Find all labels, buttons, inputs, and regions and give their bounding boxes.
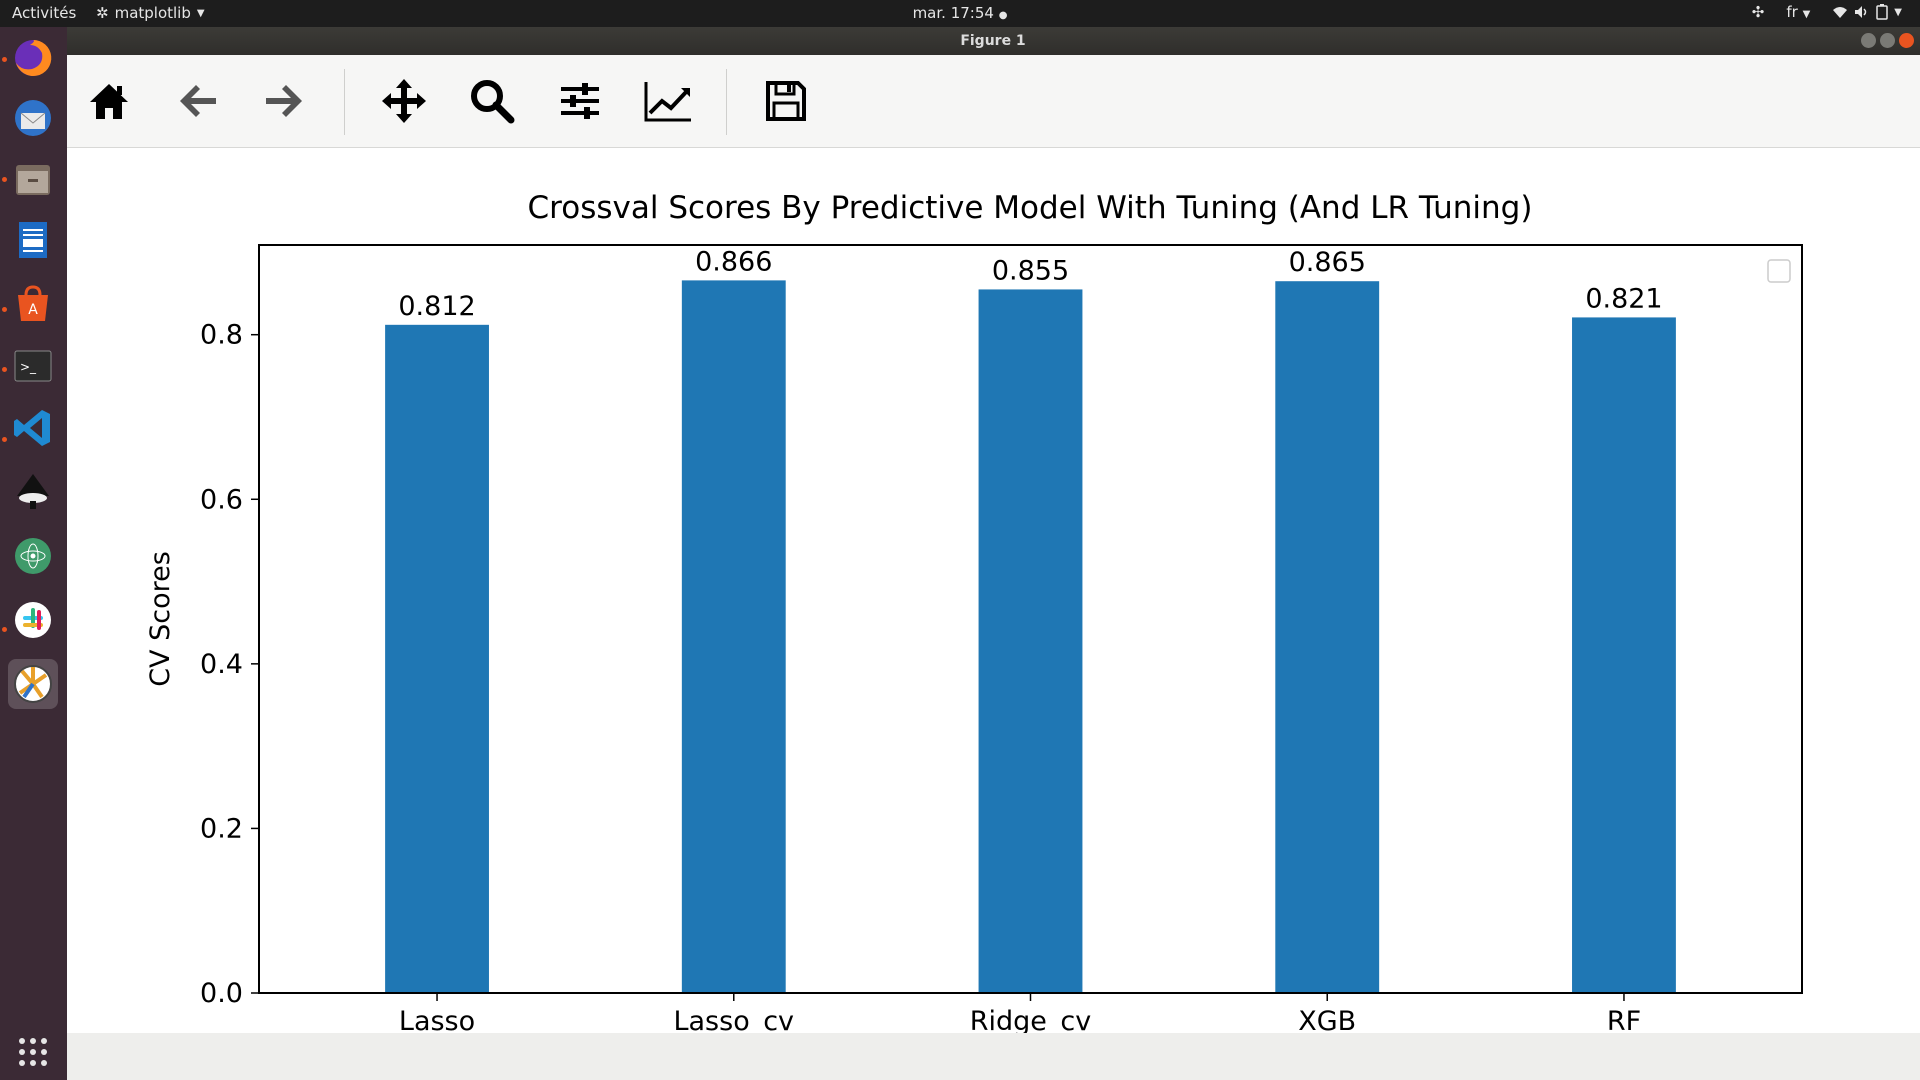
y-tick-label: 0.4 — [200, 649, 243, 680]
y-tick-label: 0.8 — [200, 320, 243, 351]
x-tick-label: Lasso — [399, 1006, 475, 1033]
window-titlebar[interactable]: Figure 1 — [67, 27, 1920, 55]
x-tick-label: Lasso_cv — [673, 1006, 794, 1033]
battery-icon — [1876, 4, 1889, 20]
legend-box — [1767, 259, 1791, 283]
matplotlib-figure-icon[interactable] — [8, 659, 58, 709]
edit-axis-curve-icon — [644, 82, 691, 122]
x-tick-label: Ridge_cv — [970, 1006, 1091, 1033]
figure-window: Figure 1 — [67, 27, 1920, 1080]
thunderbird-icon[interactable] — [8, 93, 58, 143]
bar-value-label: 0.866 — [695, 246, 772, 277]
clock[interactable]: mar. 17:54 ● — [913, 4, 1008, 22]
language-label: fr — [1786, 3, 1798, 21]
svg-text:A: A — [28, 302, 38, 318]
axes-frame — [258, 244, 1803, 994]
maximize-button[interactable] — [1880, 33, 1895, 48]
atom-icon[interactable] — [8, 531, 58, 581]
status-bar — [67, 1033, 1920, 1080]
home-icon — [90, 84, 128, 119]
pan-move-icon — [382, 79, 426, 123]
window-title: Figure 1 — [960, 33, 1026, 49]
y-axis-label: CV Scores — [145, 551, 176, 687]
navigation-toolbar — [67, 55, 1920, 148]
accessibility-icon[interactable]: ✣ — [1751, 3, 1765, 21]
notification-dot-icon: ● — [998, 10, 1008, 21]
terminal-icon[interactable]: >_ — [8, 341, 58, 391]
running-indicator — [2, 437, 7, 442]
figure-canvas[interactable]: Crossval Scores By Predictive Model With… — [67, 148, 1920, 1037]
language-indicator[interactable]: fr ▼ — [1786, 3, 1810, 21]
back-arrow-icon — [180, 85, 216, 117]
vscode-icon[interactable] — [8, 403, 58, 453]
app-menu-icon: ✲ — [96, 4, 109, 22]
y-tick-label: 0.2 — [200, 813, 243, 844]
close-button[interactable] — [1899, 33, 1914, 48]
toolbar-separator — [344, 69, 345, 135]
y-tick-label: 0.6 — [200, 484, 243, 515]
bar-chart: Crossval Scores By Predictive Model With… — [145, 190, 1803, 1037]
bar-xgb — [1275, 281, 1380, 994]
system-tray[interactable]: ✣ fr ▼ ▼ — [1752, 3, 1902, 21]
running-indicator — [2, 627, 7, 632]
app-menu[interactable]: ✲ matplotlib ▼ — [96, 4, 205, 22]
x-tick-label: XGB — [1298, 1006, 1356, 1033]
bar-value-label: 0.865 — [1289, 247, 1366, 278]
forward-button[interactable] — [256, 73, 312, 129]
clock-label: mar. 17:54 — [912, 4, 994, 22]
running-indicator — [2, 177, 7, 182]
save-button[interactable] — [758, 73, 814, 129]
wifi-icon — [1833, 7, 1848, 18]
app-menu-label: matplotlib — [114, 4, 191, 22]
y-tick-label: 0.0 — [200, 978, 243, 1009]
bar-value-label: 0.821 — [1585, 283, 1662, 314]
bar-lasso_cv — [681, 280, 786, 994]
chevron-down-icon: ▼ — [1802, 9, 1811, 20]
back-button[interactable] — [170, 73, 226, 129]
bar-lasso — [385, 324, 489, 993]
x-tick-label: RF — [1607, 1006, 1641, 1033]
save-floppy-icon — [766, 81, 806, 121]
configure-subplots-button[interactable] — [552, 73, 608, 129]
activities-button[interactable]: Activités — [12, 4, 77, 22]
status-menu[interactable]: ▼ — [1832, 4, 1902, 20]
bar-rf — [1572, 317, 1676, 993]
firefox-icon[interactable] — [8, 33, 58, 83]
slack-icon[interactable] — [8, 595, 58, 645]
running-indicator — [2, 307, 7, 312]
bar-ridge_cv — [978, 289, 1083, 993]
chart-title: Crossval Scores By Predictive Model With… — [528, 190, 1533, 226]
minimize-button[interactable] — [1861, 33, 1876, 48]
show-applications-icon[interactable] — [8, 1027, 58, 1077]
bar-value-label: 0.812 — [398, 291, 475, 322]
bar-value-label: 0.855 — [992, 255, 1069, 286]
system-top-bar: Activités ✲ matplotlib ▼ mar. 17:54 ● ✣ … — [0, 0, 1920, 27]
pan-button[interactable] — [376, 73, 432, 129]
chevron-down-icon: ▼ — [1894, 6, 1902, 18]
zoom-button[interactable] — [464, 73, 520, 129]
forward-arrow-icon — [266, 85, 302, 117]
toolbar-separator — [726, 69, 727, 135]
chevron-down-icon: ▼ — [196, 7, 205, 19]
dock: A >_ — [0, 27, 67, 1080]
configure-subplots-icon — [561, 83, 599, 119]
edit-axis-button[interactable] — [640, 73, 696, 129]
software-center-icon[interactable]: A — [8, 279, 58, 329]
home-button[interactable] — [81, 73, 137, 129]
svg-text:>_: >_ — [20, 360, 37, 374]
inkscape-icon[interactable] — [8, 467, 58, 517]
files-icon[interactable] — [8, 155, 58, 205]
running-indicator — [2, 57, 7, 62]
volume-icon — [1855, 6, 1867, 18]
writer-icon[interactable] — [8, 215, 58, 265]
running-indicator — [2, 367, 7, 372]
zoom-magnifier-icon — [471, 80, 515, 124]
